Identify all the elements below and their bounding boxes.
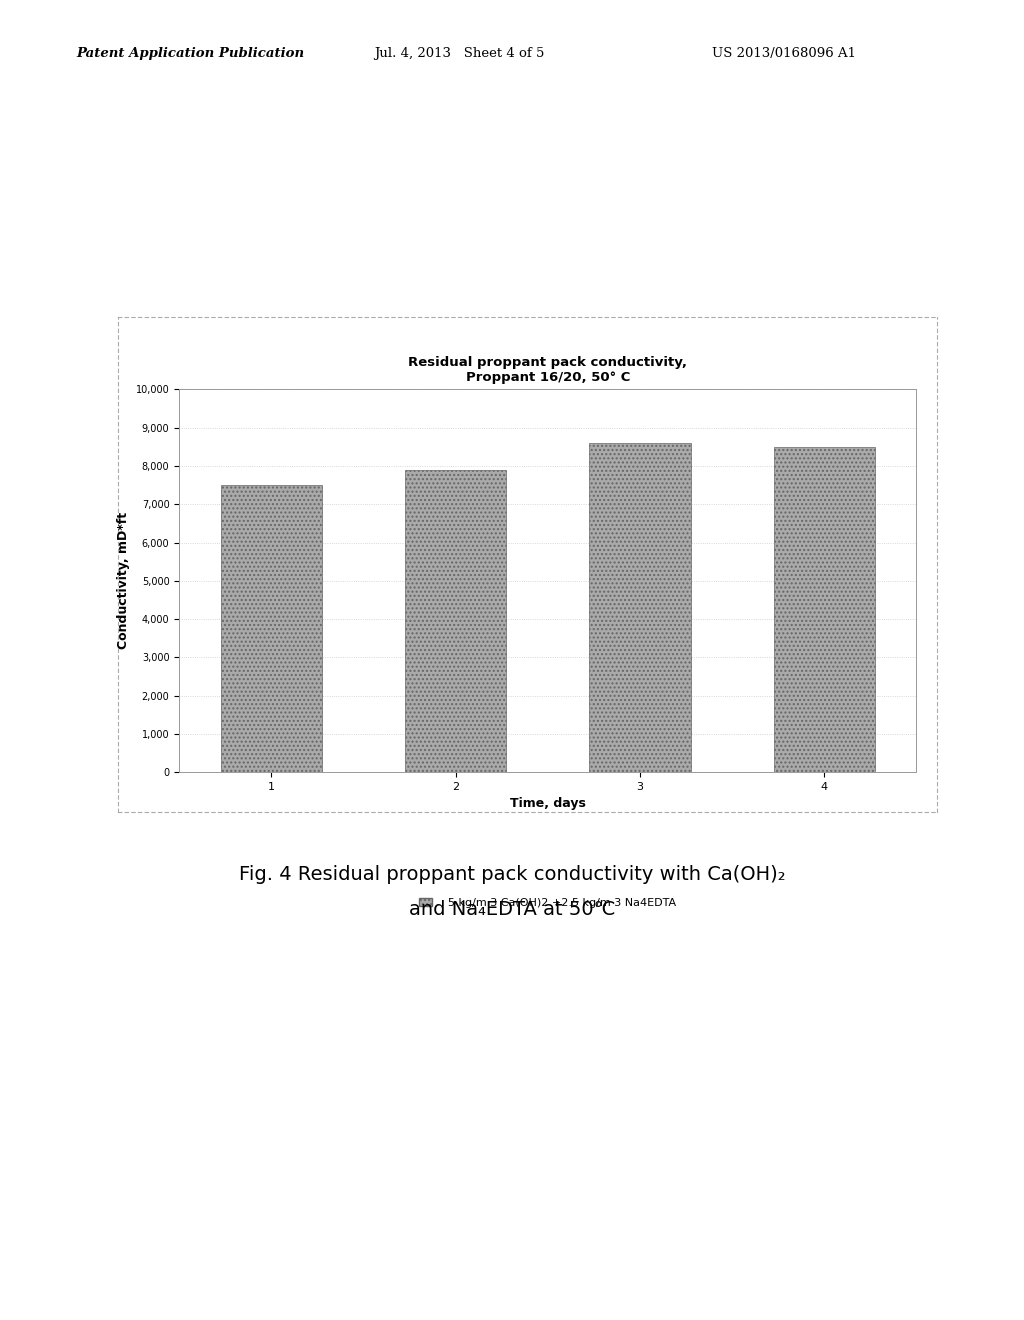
Bar <box>774 447 874 772</box>
Text: US 2013/0168096 A1: US 2013/0168096 A1 <box>712 46 856 59</box>
Text: Patent Application Publication: Patent Application Publication <box>77 46 305 59</box>
Y-axis label: Conductivity, mD*ft: Conductivity, mD*ft <box>117 512 130 649</box>
Text: and Na₄EDTA at 50℃: and Na₄EDTA at 50℃ <box>409 900 615 919</box>
Bar <box>590 444 691 772</box>
Text: Jul. 4, 2013   Sheet 4 of 5: Jul. 4, 2013 Sheet 4 of 5 <box>374 46 544 59</box>
Bar <box>404 470 506 772</box>
Text: Fig. 4 Residual proppant pack conductivity with Ca(OH)₂: Fig. 4 Residual proppant pack conductivi… <box>239 865 785 883</box>
Bar <box>221 486 322 772</box>
X-axis label: Time, days: Time, days <box>510 797 586 810</box>
Legend:   5 kg/m 3 Ca(OH)2 +2.5 kg/m 3 Na4EDTA: 5 kg/m 3 Ca(OH)2 +2.5 kg/m 3 Na4EDTA <box>415 894 681 912</box>
Title: Residual proppant pack conductivity,
Proppant 16/20, 50° C: Residual proppant pack conductivity, Pro… <box>409 356 687 384</box>
